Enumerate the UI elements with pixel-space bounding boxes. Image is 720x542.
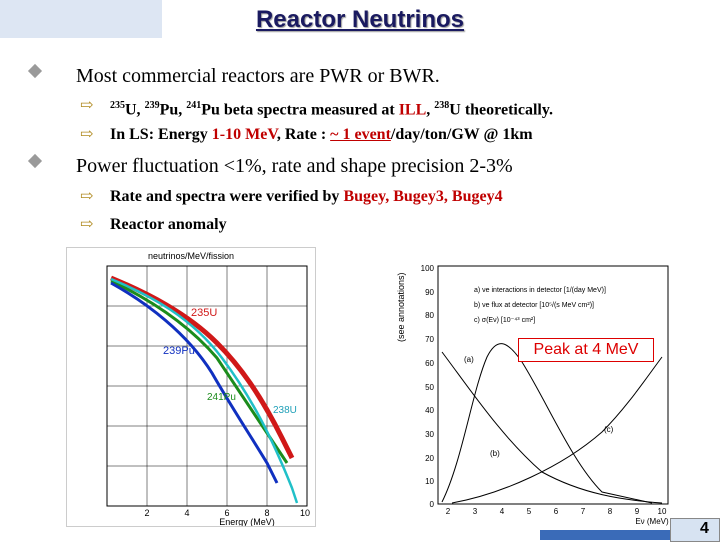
- pu239-label: 239Pu: [163, 345, 195, 357]
- svg-text:30: 30: [425, 430, 434, 439]
- bullet-text: Most commercial reactors are PWR or BWR.: [76, 65, 440, 87]
- plot-ylabel: neutrinos/MeV/fission: [148, 251, 234, 261]
- cross-section-curve: [451, 356, 663, 504]
- peak-callout: Peak at 4 MeV: [518, 338, 654, 362]
- page-number-box: [670, 518, 720, 542]
- curve-label: (b): [490, 449, 500, 458]
- sub-bullet-text: 235U, 239Pu, 241Pu beta spectra measured…: [110, 100, 553, 119]
- svg-text:40: 40: [425, 406, 434, 415]
- u235-label: 235U: [191, 307, 217, 319]
- sub-bullet-text: In LS: Energy 1-10 MeV, Rate : ~ 1 event…: [110, 126, 533, 143]
- pu241-label: 241Pu: [207, 392, 236, 403]
- curve-label: (c): [604, 425, 614, 434]
- pu239-curve: [110, 281, 279, 484]
- svg-text:90: 90: [425, 288, 434, 297]
- svg-text:50: 50: [425, 383, 434, 392]
- plot-grid: [107, 266, 307, 506]
- y-tick-labels: 100 90 80 70 60 50 40 30 20 10 0: [421, 264, 435, 509]
- diamond-bullet-icon: [27, 153, 43, 169]
- x-tick: 10: [300, 508, 310, 518]
- corner-decoration: [0, 0, 162, 38]
- x-tick: 6: [224, 508, 229, 518]
- flux-curve: [441, 351, 663, 504]
- legend: a) νe interactions in detector [1/(day M…: [474, 287, 606, 324]
- x-tick: 8: [264, 508, 269, 518]
- svg-text:10: 10: [658, 507, 667, 516]
- interaction-plot: 100 90 80 70 60 50 40 30 20 10 0 a) νe i…: [421, 264, 669, 526]
- svg-text:2: 2: [446, 507, 451, 516]
- x-tick: 4: [184, 508, 189, 518]
- u238-curve: [110, 277, 299, 504]
- spectra-plot: neutrinos/MeV/fission 235U 239Pu 241Pu 2…: [66, 247, 316, 527]
- svg-text:3: 3: [473, 507, 478, 516]
- svg-text:6: 6: [554, 507, 559, 516]
- svg-text:20: 20: [425, 454, 434, 463]
- legend-entry: a) νe interactions in detector [1/(day M…: [474, 287, 606, 294]
- plot-frame: [437, 265, 669, 505]
- interaction-curve: [441, 343, 653, 504]
- svg-text:9: 9: [635, 507, 640, 516]
- curve-label: (a): [464, 355, 474, 364]
- diamond-bullet-icon: [27, 63, 43, 79]
- svg-text:100: 100: [421, 264, 435, 273]
- bullet-text: Power fluctuation <1%, rate and shape pr…: [76, 155, 513, 177]
- svg-text:0: 0: [430, 500, 435, 509]
- sub-bullet-text: Rate and spectra were verified by Bugey,…: [110, 188, 503, 205]
- arrow-bullet-icon: ⇨: [80, 126, 94, 143]
- svg-text:8: 8: [608, 507, 613, 516]
- plot-xlabel: Eν (MeV): [635, 517, 669, 526]
- slide-title: Reactor Neutrinos: [255, 6, 465, 33]
- sub-bullet-text: Reactor anomaly: [110, 216, 227, 233]
- svg-text:60: 60: [425, 359, 434, 368]
- legend-entry: b) νe flux at detector [10⁵/(s MeV cm²)]: [474, 302, 594, 309]
- plot-xlabel: Energy (MeV): [219, 517, 275, 527]
- svg-text:7: 7: [581, 507, 586, 516]
- pu241-curve: [110, 279, 289, 464]
- arrow-bullet-icon: ⇨: [80, 188, 94, 205]
- svg-text:4: 4: [500, 507, 505, 516]
- arrow-bullet-icon: ⇨: [80, 97, 94, 114]
- u238-label: 238U: [273, 405, 297, 416]
- arrow-bullet-icon: ⇨: [80, 216, 94, 233]
- svg-text:80: 80: [425, 311, 434, 320]
- x-tick: 2: [144, 508, 149, 518]
- svg-text:5: 5: [527, 507, 532, 516]
- page-number: 4: [700, 520, 709, 537]
- svg-text:10: 10: [425, 477, 434, 486]
- footer-strip: [540, 530, 670, 540]
- x-tick-labels: 2 3 4 5 6 7 8 9 10: [446, 507, 667, 516]
- legend-entry: c) σ(Eν) [10⁻⁴³ cm²]: [474, 317, 535, 324]
- x-tick-labels: 2 4 6 8 10: [144, 508, 310, 518]
- svg-text:70: 70: [425, 335, 434, 344]
